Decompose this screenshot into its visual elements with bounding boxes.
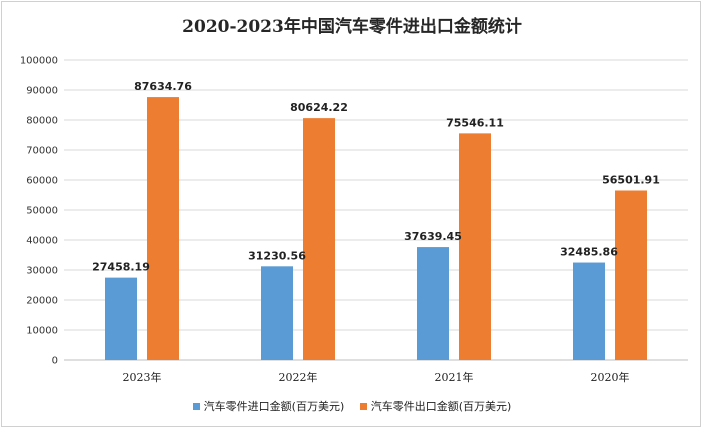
y-axis: 0 10000 20000 30000 40000 50000 60000 70000 8000…: [20, 56, 58, 367]
x-tick-label: 2021年: [435, 370, 474, 384]
legend-label-export: 汽车零件出口金额(百万美元): [370, 400, 512, 413]
legend-swatch-export: [359, 402, 367, 410]
data-label: 75546.11: [446, 116, 504, 129]
x-axis: 2023年 2022年 2021年 2020年: [123, 370, 630, 384]
bar-export: [147, 97, 179, 361]
data-label: 31230.56: [248, 249, 306, 262]
bar-export: [459, 133, 491, 360]
bars: [105, 97, 647, 361]
y-tick-label: 20000: [26, 296, 58, 307]
y-tick-label: 0: [52, 356, 58, 367]
legend: 汽车零件进口金额(百万美元) 汽车零件出口金额(百万美元): [0, 398, 704, 414]
y-tick-label: 70000: [26, 146, 58, 157]
data-label: 87634.76: [134, 80, 192, 93]
y-tick-label: 90000: [26, 86, 58, 97]
y-tick-label: 50000: [26, 206, 58, 217]
y-tick-label: 40000: [26, 236, 58, 247]
legend-item-import: 汽车零件进口金额(百万美元): [192, 398, 345, 414]
chart-title: 2020-2023年中国汽车零件进出口金额统计: [182, 17, 522, 37]
y-tick-label: 100000: [20, 56, 58, 67]
bar-export: [615, 190, 647, 360]
x-tick-label: 2023年: [123, 370, 162, 384]
y-tick-label: 80000: [26, 116, 58, 127]
y-tick-label: 10000: [26, 326, 58, 337]
bar-import: [105, 277, 137, 360]
data-label: 27458.19: [92, 261, 150, 274]
legend-item-export: 汽车零件出口金额(百万美元): [359, 398, 512, 414]
bar-import: [417, 247, 449, 360]
data-label: 80624.22: [290, 101, 348, 114]
bar-import: [261, 266, 293, 360]
data-label: 37639.45: [404, 230, 462, 243]
x-tick-label: 2022年: [279, 370, 318, 384]
y-tick-label: 60000: [26, 176, 58, 187]
legend-swatch-import: [192, 402, 200, 410]
y-tick-label: 30000: [26, 266, 58, 277]
bar-import: [573, 262, 605, 360]
data-label: 32485.86: [560, 246, 618, 259]
data-labels: 27458.19 87634.76 31230.56 80624.22 37639.45…: [92, 80, 660, 274]
legend-label-import: 汽车零件进口金额(百万美元): [203, 400, 345, 413]
bar-export: [303, 118, 335, 360]
data-label: 56501.91: [602, 173, 660, 186]
x-tick-label: 2020年: [591, 370, 630, 384]
